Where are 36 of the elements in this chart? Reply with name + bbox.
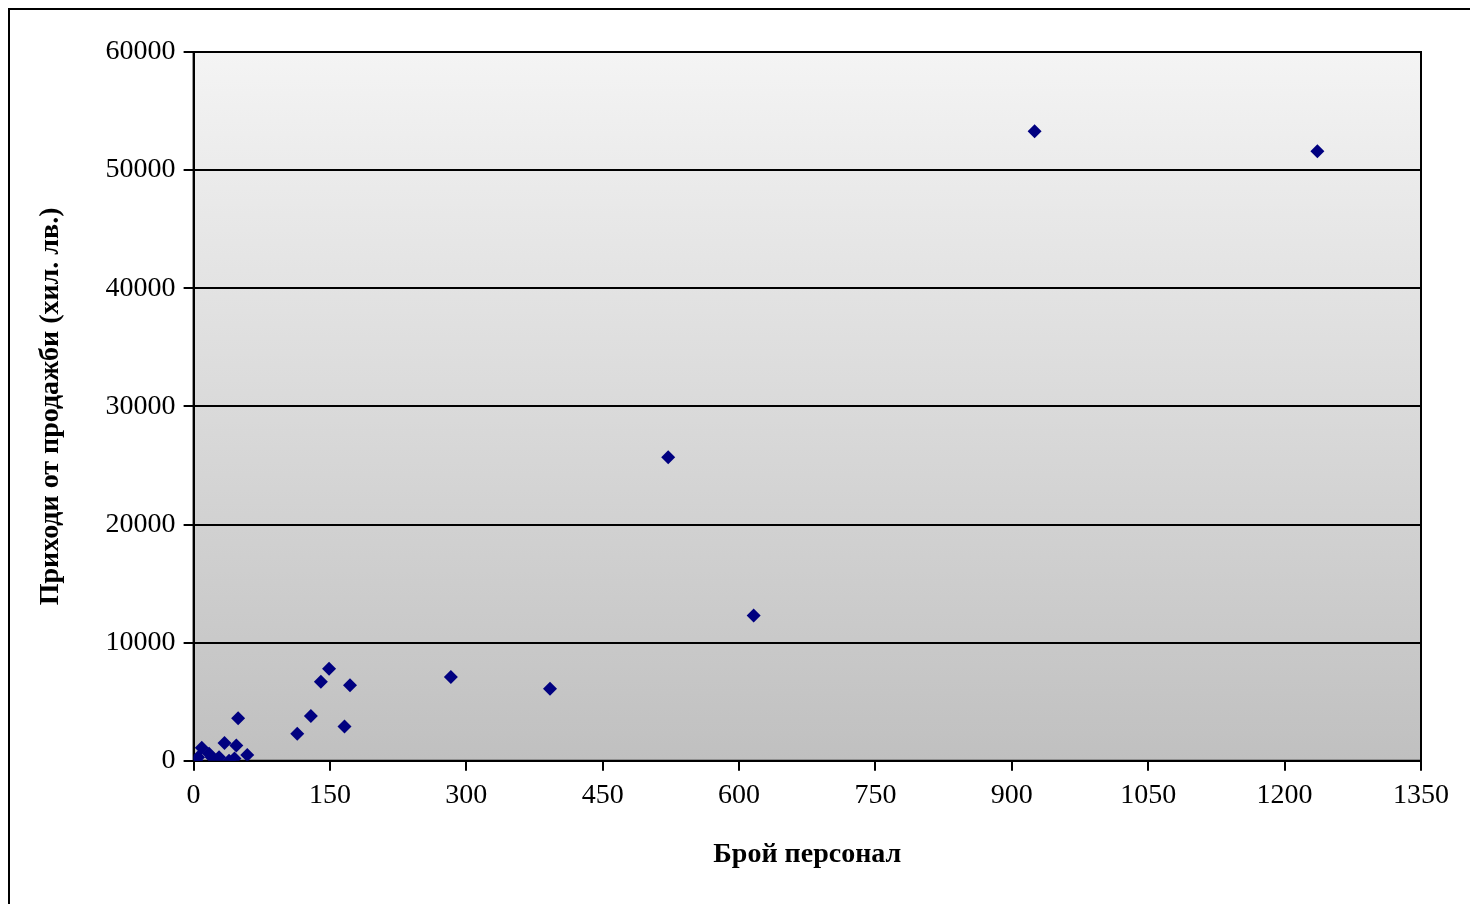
x-tick-label: 1200: [1256, 777, 1313, 809]
x-tick-label: 150: [308, 777, 351, 809]
point: [543, 681, 557, 696]
point: [1027, 124, 1042, 139]
y-tick-label: 10000: [105, 625, 176, 657]
x-tick-label: 750: [854, 777, 897, 809]
x-tick-label: 1350: [1393, 777, 1449, 809]
point: [231, 711, 246, 726]
point: [443, 669, 458, 684]
y-axis-title: Приходи от продажби (хил. лв.): [33, 207, 65, 606]
point: [240, 747, 255, 761]
x-tick-label: 1050: [1120, 777, 1177, 809]
point: [322, 661, 337, 676]
y-tick-label: 0: [161, 743, 176, 775]
x-tick-label: 300: [445, 777, 488, 809]
y-tick-label: 30000: [105, 388, 176, 420]
y-tick-label: 60000: [105, 34, 176, 66]
x-tick-label: 600: [718, 777, 761, 809]
point: [746, 608, 761, 623]
x-tick-label: 0: [186, 777, 201, 809]
point: [313, 674, 328, 689]
y-tick-label: 20000: [105, 506, 176, 538]
point: [661, 450, 676, 465]
y-tick-label: 40000: [105, 270, 176, 302]
x-tick-label: 450: [581, 777, 624, 809]
x-tick-label: 900: [990, 777, 1033, 809]
point: [303, 708, 318, 723]
point: [194, 740, 209, 755]
x-axis-title: Брой персонал: [713, 837, 902, 869]
point: [1310, 144, 1325, 159]
point: [342, 678, 357, 693]
point: [229, 738, 244, 753]
point: [217, 736, 232, 751]
y-tick-label: 50000: [105, 152, 176, 184]
point: [290, 726, 305, 741]
point: [337, 719, 352, 734]
